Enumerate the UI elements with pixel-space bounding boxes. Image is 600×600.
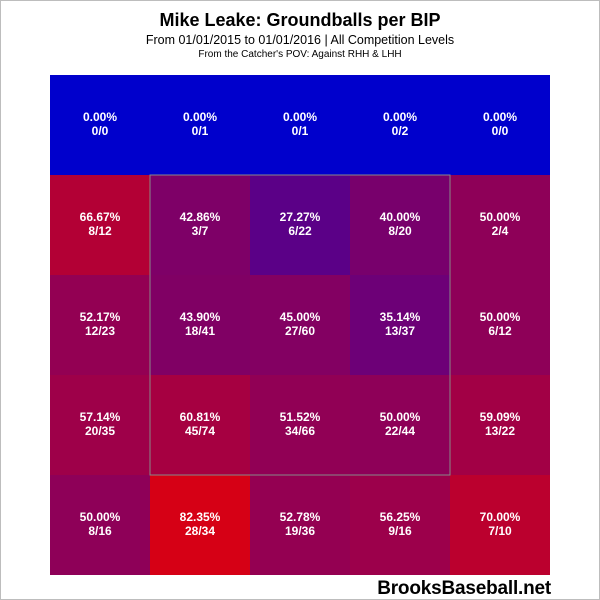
heatmap-cell-r3-c1 xyxy=(150,375,250,475)
heatmap-cell-r3-c2 xyxy=(250,375,350,475)
cell-percent-label: 43.90% xyxy=(180,310,221,324)
cell-percent-label: 40.00% xyxy=(380,210,421,224)
cell-count-label: 28/34 xyxy=(185,524,215,538)
cell-percent-label: 82.35% xyxy=(180,510,221,524)
cell-percent-label: 52.78% xyxy=(280,510,321,524)
cell-count-label: 3/7 xyxy=(192,224,209,238)
cell-percent-label: 57.14% xyxy=(80,410,121,424)
cell-percent-label: 35.14% xyxy=(380,310,421,324)
heatmap-cell-r1-c4 xyxy=(450,175,550,275)
cell-percent-label: 0.00% xyxy=(483,110,517,124)
cell-count-label: 0/1 xyxy=(292,124,309,138)
heatmap-cell-r3-c4 xyxy=(450,375,550,475)
cell-count-label: 45/74 xyxy=(185,424,215,438)
cell-percent-label: 60.81% xyxy=(180,410,221,424)
cell-percent-label: 0.00% xyxy=(83,110,117,124)
cell-percent-label: 59.09% xyxy=(480,410,521,424)
cell-count-label: 6/22 xyxy=(288,224,312,238)
cell-count-label: 20/35 xyxy=(85,424,115,438)
cell-count-label: 27/60 xyxy=(285,324,315,338)
heatmap-cell-r0-c1 xyxy=(150,75,250,175)
cell-percent-label: 66.67% xyxy=(80,210,121,224)
cell-count-label: 12/23 xyxy=(85,324,115,338)
heatmap-cell-r4-c2 xyxy=(250,475,350,575)
heatmap-cell-r2-c2 xyxy=(250,275,350,375)
cell-percent-label: 0.00% xyxy=(383,110,417,124)
heatmap-cell-r4-c3 xyxy=(350,475,450,575)
cell-percent-label: 52.17% xyxy=(80,310,121,324)
cell-count-label: 22/44 xyxy=(385,424,415,438)
cell-count-label: 9/16 xyxy=(388,524,412,538)
heatmap-cell-r2-c1 xyxy=(150,275,250,375)
cell-percent-label: 50.00% xyxy=(380,410,421,424)
cell-percent-label: 70.00% xyxy=(480,510,521,524)
heatmap-cell-r0-c2 xyxy=(250,75,350,175)
heatmap-cell-r3-c0 xyxy=(50,375,150,475)
watermark: BrooksBaseball.net xyxy=(377,578,551,599)
heatmap-cell-r1-c3 xyxy=(350,175,450,275)
chart-subtitle: From 01/01/2015 to 01/01/2016 | All Comp… xyxy=(145,33,455,47)
cell-percent-label: 50.00% xyxy=(80,510,121,524)
cell-count-label: 18/41 xyxy=(185,324,215,338)
strike-zone-outline xyxy=(149,174,451,476)
chart-title: Mike Leake: Groundballs per BIP xyxy=(159,10,441,30)
heatmap-cell-r1-c2 xyxy=(250,175,350,275)
heatmap-cell-r0-c0 xyxy=(50,75,150,175)
cell-count-label: 13/22 xyxy=(485,424,515,438)
cell-count-label: 0/0 xyxy=(492,124,509,138)
cell-count-label: 6/12 xyxy=(488,324,512,338)
heatmap-cell-r2-c3 xyxy=(350,275,450,375)
heatmap-cell-r1-c0 xyxy=(50,175,150,275)
chart-note: From the Catcher's POV: Against RHH & LH… xyxy=(198,49,402,60)
cell-count-label: 0/2 xyxy=(392,124,409,138)
cell-percent-label: 50.00% xyxy=(480,210,521,224)
cell-count-label: 7/10 xyxy=(488,524,512,538)
cell-count-label: 0/0 xyxy=(92,124,109,138)
cell-percent-label: 56.25% xyxy=(380,510,421,524)
cell-count-label: 34/66 xyxy=(285,424,315,438)
cell-percent-label: 51.52% xyxy=(280,410,321,424)
heatmap-cell-r0-c4 xyxy=(450,75,550,175)
heatmap-cell-r2-c4 xyxy=(450,275,550,375)
cell-percent-label: 42.86% xyxy=(180,210,221,224)
cell-percent-label: 50.00% xyxy=(480,310,521,324)
heatmap-cell-r4-c1 xyxy=(150,475,250,575)
cell-count-label: 8/20 xyxy=(388,224,412,238)
cell-count-label: 19/36 xyxy=(285,524,315,538)
heatmap-cell-r2-c0 xyxy=(50,275,150,375)
cell-count-label: 13/37 xyxy=(385,324,415,338)
cell-percent-label: 45.00% xyxy=(280,310,321,324)
heatmap-cell-r1-c1 xyxy=(150,175,250,275)
heatmap-cell-r4-c4 xyxy=(450,475,550,575)
heatmap-cell-r3-c3 xyxy=(350,375,450,475)
heatmap-cell-r0-c3 xyxy=(350,75,450,175)
cell-count-label: 2/4 xyxy=(492,224,509,238)
cell-count-label: 8/12 xyxy=(88,224,112,238)
heatmap-cell-r4-c0 xyxy=(50,475,150,575)
cell-percent-label: 0.00% xyxy=(183,110,217,124)
cell-percent-label: 0.00% xyxy=(283,110,317,124)
cell-percent-label: 27.27% xyxy=(280,210,321,224)
cell-count-label: 0/1 xyxy=(192,124,209,138)
cell-count-label: 8/16 xyxy=(88,524,112,538)
